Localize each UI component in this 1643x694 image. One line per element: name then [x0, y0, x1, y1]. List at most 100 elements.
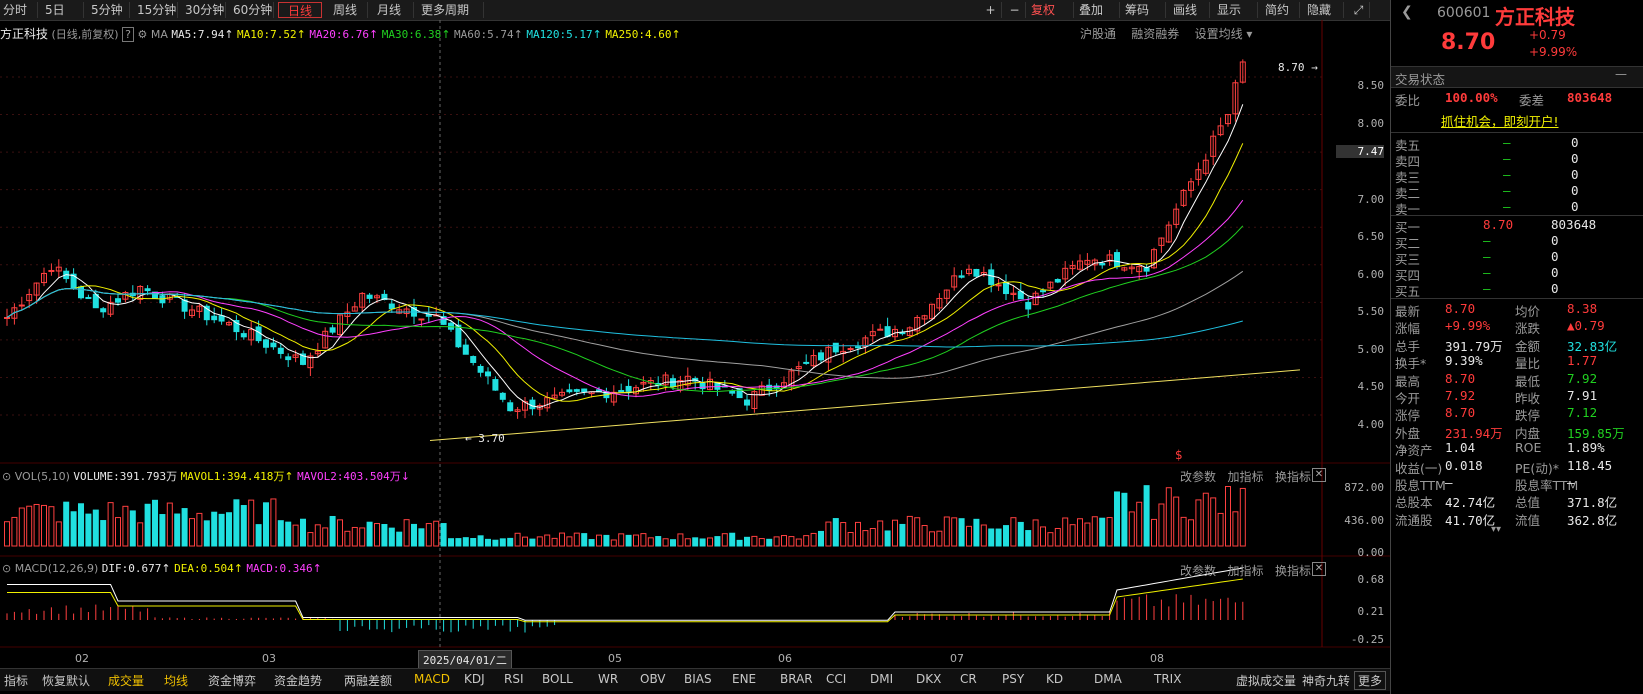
volume-bar: [1173, 496, 1180, 547]
volume-bar: [78, 503, 84, 547]
macd-add-indicator[interactable]: 加指标: [1227, 564, 1264, 578]
volume-bar: [1069, 524, 1076, 547]
zoom-in-button[interactable]: +: [980, 2, 1002, 18]
hide-button[interactable]: 隐藏: [1304, 2, 1344, 18]
zoom-out-button[interactable]: −: [1004, 2, 1026, 18]
volume-bar: [951, 517, 958, 547]
fullscreen-icon[interactable]: ⤢: [1348, 2, 1370, 18]
volume-bar: [544, 534, 551, 547]
macd-switch-indicator[interactable]: 换指标: [1274, 564, 1311, 578]
volume-bar: [100, 520, 107, 547]
sell-level-price: —: [1503, 151, 1511, 166]
period-5min[interactable]: 5分钟: [88, 2, 130, 18]
vol-add-indicator[interactable]: 加指标: [1227, 470, 1264, 484]
weibi-value: 100.00%: [1445, 90, 1498, 105]
minimize-icon[interactable]: —: [1615, 67, 1627, 81]
rzrq-link[interactable]: 融资融券: [1131, 27, 1180, 41]
right-links: 沪股通 融资融券 设置均线 ▾: [1080, 27, 1253, 41]
candle-body: [1040, 290, 1046, 293]
indicator-tab[interactable]: 均线: [164, 674, 189, 688]
indicator-tab[interactable]: CR: [960, 672, 977, 686]
candle-body: [869, 331, 876, 337]
period-30min[interactable]: 30分钟: [182, 2, 226, 18]
simple-button[interactable]: 简约: [1262, 2, 1300, 18]
help-icon[interactable]: ?: [122, 27, 134, 42]
indicator-tab[interactable]: PSY: [1002, 672, 1025, 686]
volume-bar: [507, 537, 514, 547]
indicator-tab[interactable]: BRAR: [780, 672, 813, 686]
display-button[interactable]: 显示: [1214, 2, 1258, 18]
indicator-tab[interactable]: BIAS: [684, 672, 712, 686]
volume-bar: [840, 522, 847, 547]
macd-close-icon[interactable]: ✕: [1312, 562, 1326, 576]
candle-body: [359, 292, 366, 308]
indicator-tab[interactable]: ENE: [732, 672, 757, 686]
collapse-icon[interactable]: ❮: [1401, 4, 1413, 20]
indicator-tab[interactable]: 指标: [4, 674, 29, 688]
candle-body: [418, 318, 425, 321]
volume-bar: [107, 502, 114, 547]
volume-bar: [440, 523, 447, 547]
volume-bar: [396, 531, 403, 547]
indicator-tab[interactable]: DMA: [1094, 672, 1122, 686]
gear-icon[interactable]: ⚙: [137, 28, 148, 41]
indicator-tab[interactable]: RSI: [504, 672, 524, 686]
indicator-tab[interactable]: OBV: [640, 672, 666, 686]
volume-bar: [1239, 487, 1246, 547]
period-week[interactable]: 周线: [330, 2, 368, 18]
fuquan-button[interactable]: 复权: [1028, 2, 1074, 18]
indicator-tab[interactable]: TRIX: [1154, 672, 1182, 686]
volume-bar: [662, 538, 669, 547]
volume-bar: [529, 538, 536, 547]
candle-body: [499, 392, 506, 400]
indicator-tab[interactable]: MACD: [414, 672, 450, 686]
period-month[interactable]: 月线: [374, 2, 414, 18]
vol-edit-params[interactable]: 改参数: [1180, 470, 1217, 484]
indicator-tab[interactable]: DMI: [870, 672, 894, 686]
indicator-tab[interactable]: 更多: [1354, 671, 1387, 690]
overlay-button[interactable]: 叠加: [1076, 2, 1120, 18]
indicator-tab[interactable]: DKX: [916, 672, 942, 686]
indicator-tab[interactable]: 两融差额: [344, 674, 393, 688]
stat-label: 昨收: [1515, 391, 1541, 406]
indicator-tab[interactable]: 成交量: [108, 674, 145, 688]
indicator-tab[interactable]: WR: [598, 672, 619, 686]
period-5day[interactable]: 5日: [42, 2, 84, 18]
candle-body: [1151, 249, 1157, 269]
indicator-tab[interactable]: 虚拟成交量: [1236, 674, 1297, 688]
indicator-tab[interactable]: KDJ: [464, 672, 485, 686]
kline-chart[interactable]: [0, 20, 1390, 690]
set-ma-link[interactable]: 设置均线: [1194, 27, 1243, 41]
volume-bar: [285, 521, 292, 547]
candle-body: [1195, 169, 1202, 180]
indicator-tab[interactable]: 资金趋势: [274, 674, 323, 688]
indicator-tab[interactable]: KD: [1046, 672, 1064, 686]
buy-level-price: —: [1483, 233, 1491, 248]
indicator-tab[interactable]: 资金博弈: [208, 674, 257, 688]
vol-close-icon[interactable]: ✕: [1312, 468, 1326, 482]
candle-body: [1025, 301, 1032, 310]
indicator-tab[interactable]: 神奇九转: [1302, 674, 1351, 688]
promo-link[interactable]: 抓住机会，即刻开户!: [1441, 114, 1559, 129]
volume-bar: [1136, 501, 1143, 547]
indicator-tab[interactable]: CCI: [826, 672, 847, 686]
period-more[interactable]: 更多周期: [418, 2, 484, 18]
hgt-link[interactable]: 沪股通: [1080, 27, 1117, 41]
stat-value: 7.91: [1567, 388, 1598, 403]
period-day[interactable]: 日线: [278, 2, 322, 18]
indicator-tab[interactable]: 恢复默认: [42, 674, 91, 688]
volume-bar: [1077, 518, 1083, 547]
volume-bar: [721, 533, 728, 547]
period-60min[interactable]: 60分钟: [230, 2, 274, 18]
chips-button[interactable]: 筹码: [1122, 2, 1166, 18]
indicator-tab[interactable]: BOLL: [542, 672, 573, 686]
volume-bar: [1232, 511, 1239, 547]
expand-icon[interactable]: ▾▾: [1491, 524, 1502, 535]
draw-button[interactable]: 画线: [1170, 2, 1210, 18]
period-fenshi[interactable]: 分时: [0, 2, 38, 18]
vol-switch-indicator[interactable]: 换指标: [1274, 470, 1311, 484]
macd-edit-params[interactable]: 改参数: [1180, 564, 1217, 578]
period-15min[interactable]: 15分钟: [134, 2, 178, 18]
candle-body: [699, 382, 706, 390]
month-label: 08: [1150, 652, 1164, 665]
